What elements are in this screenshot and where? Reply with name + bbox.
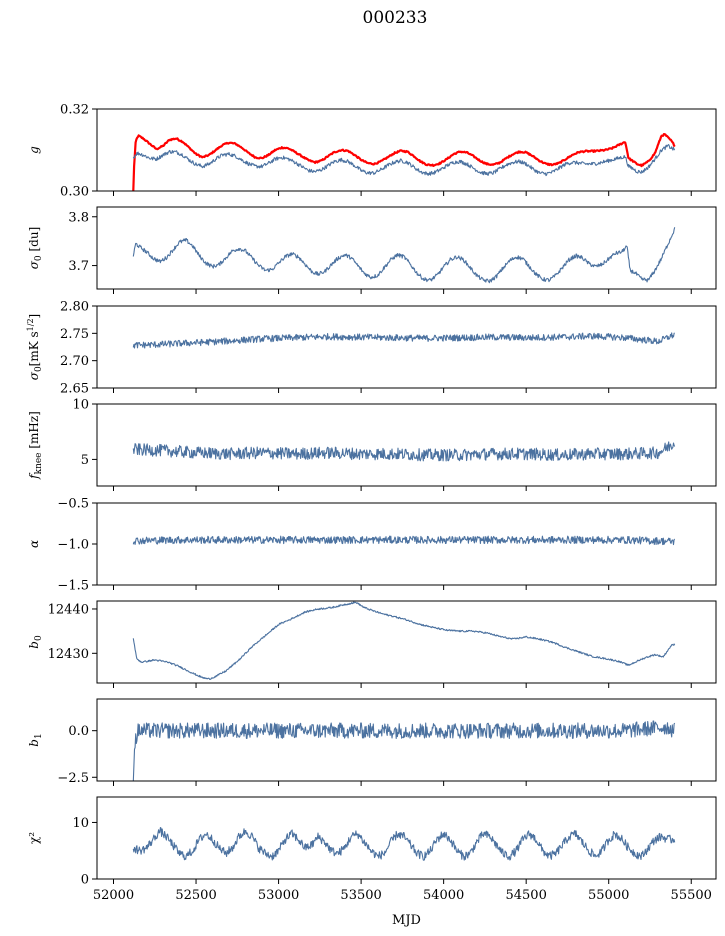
y-tick-label: −1.5: [57, 579, 89, 594]
panel-5: −1.5 −1.0 −0.5 α: [27, 497, 717, 594]
panel-8: 0 10 52000 52500 53000 53500 54000 54500 55000 55…: [27, 796, 717, 903]
y-tick-label: 3.8: [68, 210, 89, 225]
y-tick-label: 5: [81, 453, 89, 468]
plot-frame: [96, 206, 717, 290]
panel-3: 2.65 2.70 2.75 2.80 σ0[mK s1/2]: [26, 300, 717, 397]
y-axis-label: g: [27, 146, 41, 154]
y-tick-label: 12440: [48, 602, 89, 617]
series-line-1: [132, 827, 676, 861]
series-line-1: [132, 133, 676, 191]
y-tick-label: 10: [72, 816, 89, 831]
y-tick-label: 0.0: [68, 724, 89, 739]
x-tick-label: 55500: [671, 888, 712, 903]
x-tick-label: 52500: [175, 888, 216, 903]
y-tick-label: −1.0: [57, 538, 89, 553]
x-axis-label: MJD: [392, 913, 421, 928]
y-tick-label: 0: [81, 873, 89, 888]
panel-1: 0.30 0.32 g: [27, 103, 717, 200]
plot-frame: [96, 502, 717, 586]
plot-frame: [96, 403, 717, 487]
x-tick-label: 53000: [258, 888, 299, 903]
y-tick-label: 2.80: [60, 300, 89, 315]
plot-frame: [96, 796, 717, 880]
x-tick-label: 54500: [505, 888, 546, 903]
y-tick-label: −2.5: [57, 771, 89, 786]
y-tick-label: 2.65: [60, 382, 89, 397]
y-tick-label: 3.7: [68, 259, 89, 274]
y-axis-label: b1: [27, 733, 44, 746]
y-axis-label: σ0[mK s1/2]: [26, 314, 44, 381]
y-axis-label: σ0 [du]: [27, 227, 44, 270]
y-tick-label: 10: [72, 398, 89, 413]
series-line-1: [132, 535, 676, 546]
y-tick-label: −0.5: [57, 497, 89, 512]
y-axis-label: α: [27, 540, 41, 548]
y-tick-label: 2.70: [60, 354, 89, 369]
series-line-1: [132, 601, 676, 680]
panel-7: −2.5 0.0 b1: [27, 698, 717, 786]
y-tick-label: 12430: [48, 647, 89, 662]
series-line-1: [132, 441, 676, 462]
plot-frame: [96, 305, 717, 389]
panel-6: 12430 12440 b0: [27, 600, 717, 688]
panel-2: 3.7 3.8 σ0 [du]: [27, 206, 717, 294]
y-tick-label: 0.30: [60, 185, 89, 200]
series-line-2: [132, 144, 676, 177]
series-line-1: [132, 332, 675, 349]
x-tick-label: 55000: [588, 888, 629, 903]
y-tick-label: 0.32: [60, 103, 89, 118]
series-line-1: [132, 720, 676, 781]
x-tick-label: 54000: [423, 888, 464, 903]
x-tick-label: 52000: [93, 888, 134, 903]
y-tick-label: 2.75: [60, 327, 89, 342]
y-axis-label: fknee [mHz]: [27, 411, 44, 480]
series-line-1: [132, 227, 676, 284]
plot-frame: [96, 108, 717, 192]
figure-title: 000233: [362, 8, 428, 28]
y-axis-label: χ²: [27, 832, 41, 844]
plot-frame: [96, 698, 717, 782]
panel-4: 5 10 fknee [mHz]: [27, 398, 717, 491]
y-axis-label: b0: [27, 635, 44, 649]
plot-frame: [96, 600, 717, 684]
x-tick-label: 53500: [340, 888, 381, 903]
